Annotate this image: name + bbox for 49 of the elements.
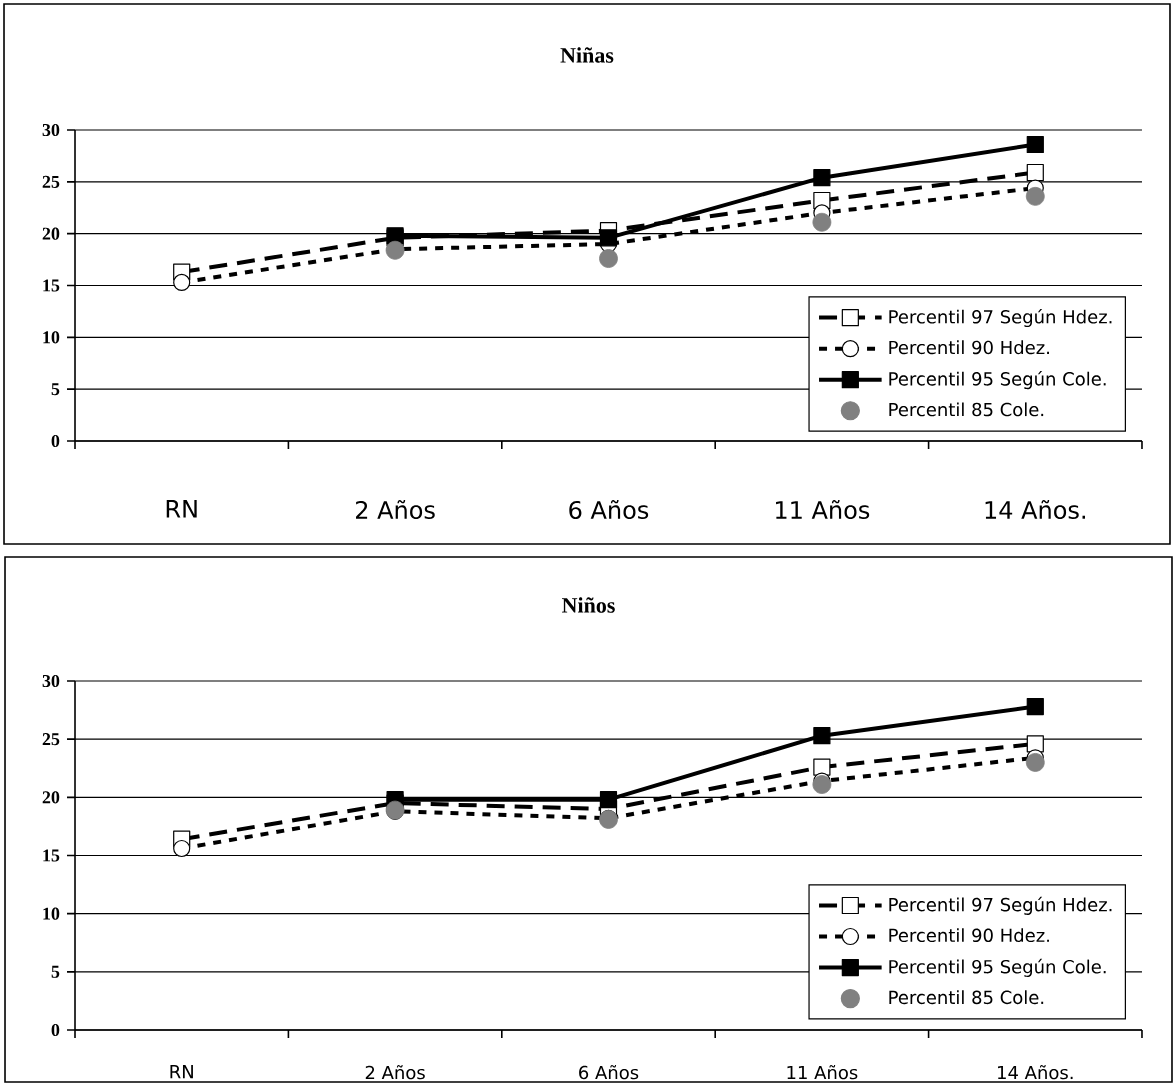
point bbox=[813, 169, 831, 187]
chart-title: Niñas bbox=[560, 47, 614, 63]
point bbox=[599, 229, 618, 247]
y-tick-label: 30 bbox=[42, 674, 60, 688]
point bbox=[599, 249, 618, 268]
y-tick-label: 0 bbox=[51, 434, 60, 448]
x-tick-label: 14 Años. bbox=[998, 1065, 1073, 1080]
y-tick-label: 20 bbox=[42, 227, 60, 240]
y-tick-label: 5 bbox=[51, 383, 60, 396]
point bbox=[1026, 698, 1044, 716]
legend-label: Percentil 97 Según Hdez. bbox=[889, 896, 1112, 915]
chart-title: Niños bbox=[562, 597, 615, 613]
y-tick-label: 25 bbox=[42, 733, 60, 746]
y-tick-label: 15 bbox=[43, 849, 60, 862]
y-tick-label: 25 bbox=[42, 175, 60, 188]
point bbox=[599, 791, 618, 809]
point bbox=[173, 273, 191, 292]
x-tick-label: 2 Años bbox=[356, 500, 435, 520]
point bbox=[813, 758, 831, 776]
y-tick-label: 30 bbox=[42, 123, 60, 137]
y-tick-label: 20 bbox=[42, 791, 60, 804]
y-tick-label: 5 bbox=[51, 965, 60, 978]
x-tick-label: 2 Años bbox=[365, 1065, 425, 1080]
point bbox=[1026, 163, 1044, 182]
y-tick-label: 0 bbox=[51, 1023, 60, 1037]
legend-label: Percentil 97 Según Hdez. bbox=[889, 308, 1112, 328]
y-tick-label: 10 bbox=[43, 331, 60, 344]
y-tick-label: 10 bbox=[43, 907, 60, 920]
legend-label: Percentil 90 Hdez. bbox=[889, 928, 1049, 943]
x-tick-label: 14 Años. bbox=[985, 500, 1085, 520]
point bbox=[173, 839, 191, 858]
point bbox=[813, 727, 831, 745]
x-tick-label: RN bbox=[166, 500, 197, 518]
legend-label: Percentil 95 Según Cole. bbox=[889, 371, 1106, 390]
point bbox=[812, 775, 832, 794]
x-tick-label: 11 Años bbox=[787, 1065, 858, 1080]
x-tick-label: RN bbox=[170, 1065, 193, 1079]
y-tick-label: 15 bbox=[43, 279, 60, 292]
legend-label: Percentil 95 Según Cole. bbox=[889, 958, 1106, 977]
x-tick-label: 6 Años bbox=[569, 500, 649, 520]
legend-label: Percentil 90 Hdez. bbox=[889, 340, 1049, 355]
x-tick-label: 6 Años bbox=[579, 1065, 639, 1080]
point bbox=[812, 212, 832, 232]
legend-label: Percentil 85 Cole. bbox=[889, 402, 1044, 417]
point bbox=[1025, 186, 1045, 206]
point bbox=[1025, 753, 1045, 772]
point bbox=[1026, 135, 1044, 154]
x-tick-label: 11 Años bbox=[776, 500, 870, 520]
legend-label: Percentil 85 Cole. bbox=[889, 990, 1044, 1005]
